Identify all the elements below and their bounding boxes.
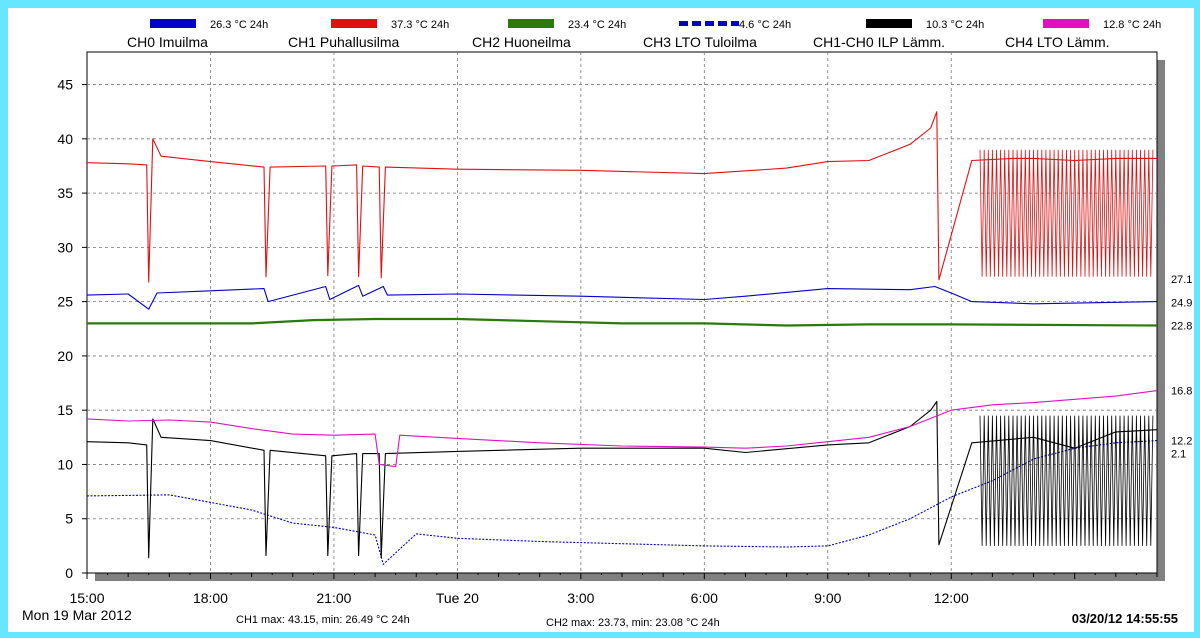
series-line-1 xyxy=(86,284,1158,310)
x-tick-label: Tue 20 xyxy=(436,590,479,606)
y-tick-label: 5 xyxy=(65,511,73,527)
series-line-0 xyxy=(86,111,1157,283)
series-line-5 xyxy=(86,390,1158,468)
y-tick-label: 0 xyxy=(65,565,73,581)
series-title-1: CH1 Puhallusilma xyxy=(288,34,399,50)
y-tick-label: 35 xyxy=(57,185,73,201)
series-title-3: CH3 LTO Tuloilma xyxy=(643,34,757,50)
oscillation-ch1 xyxy=(979,149,1154,277)
legend-label-1: 37.3 °C 24h xyxy=(391,19,449,31)
series-line-4 xyxy=(86,400,1158,559)
x-tick-label: 3:00 xyxy=(567,590,594,606)
y-tick-label: 15 xyxy=(57,402,73,418)
stats-ch1: CH1 max: 43.15, min: 26.49 °C 24h xyxy=(236,614,410,626)
y-tick-label: 10 xyxy=(57,456,73,472)
y-tick-label: 20 xyxy=(57,348,73,364)
legend-swatch-4 xyxy=(866,19,912,28)
x-tick-label: 6:00 xyxy=(691,590,718,606)
right-value-label: 2.1 xyxy=(1171,449,1186,461)
series-line-2 xyxy=(87,317,1158,327)
legend-swatch-1 xyxy=(331,19,377,28)
right-value-label: 24.9 xyxy=(1171,298,1192,310)
right-value-label: 27.1 xyxy=(1171,274,1192,286)
y-tick-label: 30 xyxy=(57,239,73,255)
right-value-label: 16.8 xyxy=(1171,386,1192,398)
right-value-label: 22.8 xyxy=(1171,321,1192,333)
x-tick-label: 9:00 xyxy=(814,590,841,606)
series-title-0: CH0 Imuilma xyxy=(127,34,208,50)
y-tick-label: 40 xyxy=(57,131,73,147)
oscillation-ch1-ch0 xyxy=(979,415,1154,546)
x-tick-label: 18:00 xyxy=(193,590,228,606)
series-title-5: CH4 LTO Lämm. xyxy=(1005,34,1110,50)
legend-swatch-5 xyxy=(1043,19,1089,28)
right-value-label: 12.2 xyxy=(1171,436,1192,448)
x-tick-label: 21:00 xyxy=(316,590,351,606)
legend-swatch-2 xyxy=(508,19,554,28)
legend-swatch-0 xyxy=(150,19,196,28)
legend-label-3: 4.6 °C 24h xyxy=(739,19,791,31)
y-tick-label: 45 xyxy=(57,77,73,93)
legend-label-4: 10.3 °C 24h xyxy=(926,19,984,31)
legend-label-5: 12.8 °C 24h xyxy=(1103,19,1161,31)
x-tick-label: 15:00 xyxy=(69,590,104,606)
stats-ch2: CH2 max: 23.73, min: 23.08 °C 24h xyxy=(546,617,720,629)
y-tick-label: 25 xyxy=(57,294,73,310)
date-label: Mon 19 Mar 2012 xyxy=(22,607,132,623)
series-title-4: CH1-CH0 ILP Lämm. xyxy=(813,34,945,50)
legend-label-2: 23.4 °C 24h xyxy=(568,19,626,31)
legend-label-0: 26.3 °C 24h xyxy=(210,19,268,31)
x-tick-label: 12:00 xyxy=(934,590,969,606)
series-title-2: CH2 Huoneilma xyxy=(472,34,571,50)
timestamp: 03/20/12 14:55:55 xyxy=(1072,611,1178,626)
plot-area xyxy=(86,51,1158,574)
